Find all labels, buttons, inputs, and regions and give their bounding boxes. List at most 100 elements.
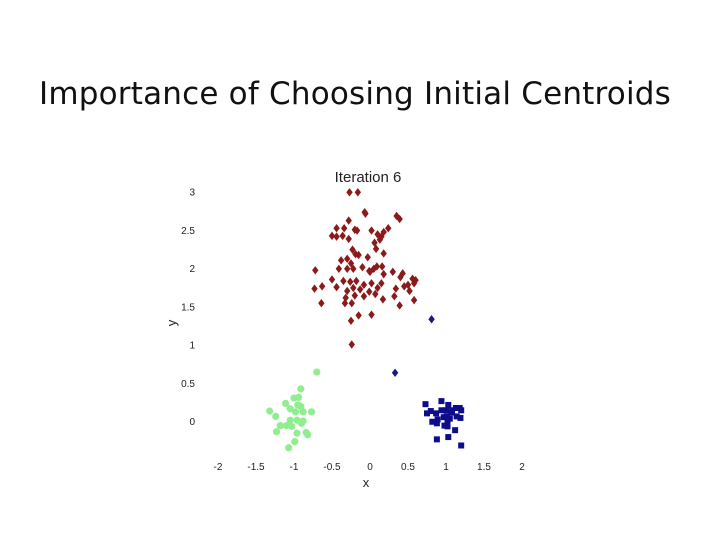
data-point-series-1 — [368, 279, 375, 288]
data-point-series-3 — [424, 410, 430, 417]
data-point-series-1 — [340, 276, 347, 286]
data-point-series-1 — [339, 231, 346, 241]
data-point-series-1 — [378, 262, 386, 271]
data-point-series-1 — [366, 287, 373, 296]
data-point-series-1 — [380, 227, 387, 237]
data-point-series-1 — [335, 264, 343, 273]
data-point-series-1 — [340, 224, 348, 233]
data-point-series-1 — [318, 298, 325, 308]
data-point-series-3 — [452, 427, 459, 434]
x-tick-label: -1 — [290, 462, 299, 473]
data-point-series-4 — [304, 431, 312, 439]
data-point-series-1 — [410, 295, 418, 305]
data-point-series-3 — [441, 422, 448, 429]
y-axis-label: y — [164, 319, 179, 326]
data-point-series-3 — [458, 442, 465, 449]
x-tick-label: 1 — [443, 462, 449, 473]
data-point-series-3 — [443, 407, 449, 414]
data-point-series-1 — [337, 256, 345, 265]
data-point-series-1 — [360, 292, 368, 301]
data-point-series-2 — [391, 368, 399, 378]
data-point-series-4 — [298, 419, 306, 427]
data-point-series-1 — [349, 245, 356, 254]
data-point-series-4 — [276, 421, 284, 430]
data-point-series-1 — [341, 298, 349, 308]
data-point-series-1 — [359, 263, 366, 272]
data-point-series-1 — [373, 262, 381, 271]
data-point-series-3 — [444, 423, 451, 430]
data-point-series-1 — [361, 207, 368, 217]
data-point-series-1 — [378, 279, 385, 288]
data-point-series-3 — [444, 418, 451, 425]
data-point-series-1 — [312, 266, 319, 275]
data-point-series-1 — [372, 244, 380, 254]
data-point-series-1 — [354, 188, 362, 197]
data-point-series-1 — [355, 250, 362, 260]
data-point-series-4 — [313, 368, 321, 376]
y-tick-labels: 0 0.5 1 1.5 2 2.5 3 — [181, 188, 195, 429]
data-points — [266, 188, 465, 452]
data-point-series-1 — [391, 292, 398, 301]
y-tick-label: 0.5 — [181, 379, 195, 390]
data-point-series-1 — [368, 310, 375, 319]
data-point-series-1 — [328, 231, 336, 241]
data-point-series-1 — [392, 284, 400, 293]
data-point-series-3 — [445, 434, 452, 441]
y-tick-label: 1.5 — [181, 302, 195, 313]
data-point-series-4 — [272, 412, 280, 421]
data-point-series-1 — [348, 298, 355, 308]
x-tick-label: 0 — [367, 462, 373, 473]
data-point-series-1 — [333, 224, 340, 233]
data-point-series-1 — [350, 283, 357, 293]
data-point-series-3 — [438, 407, 445, 414]
data-point-series-4 — [282, 399, 290, 408]
x-tick-label: -2 — [214, 462, 223, 473]
data-point-series-4 — [286, 405, 294, 413]
data-point-series-1 — [346, 188, 353, 197]
y-tick-label: 2 — [189, 264, 195, 275]
data-point-series-4 — [290, 394, 298, 402]
data-point-series-1 — [345, 216, 352, 225]
data-point-series-1 — [328, 275, 336, 284]
data-point-series-3 — [457, 414, 464, 421]
data-point-series-1 — [379, 295, 387, 304]
data-point-series-4 — [266, 407, 274, 415]
data-point-series-1 — [344, 264, 351, 273]
x-tick-labels: -2 -1.5 -1 -0.5 0 0.5 1 1.5 2 — [214, 462, 526, 473]
data-point-series-4 — [293, 429, 301, 437]
data-point-series-1 — [342, 293, 349, 303]
data-point-series-1 — [344, 286, 351, 296]
data-point-series-3 — [446, 415, 453, 422]
y-tick-label: 2.5 — [181, 226, 195, 237]
data-point-series-3 — [433, 410, 440, 417]
data-point-series-3 — [440, 414, 447, 421]
data-point-series-1 — [401, 282, 408, 291]
data-point-series-3 — [453, 413, 460, 420]
data-point-series-1 — [406, 286, 413, 296]
data-point-series-3 — [422, 401, 429, 408]
data-point-series-4 — [291, 408, 300, 416]
data-point-series-3 — [427, 408, 434, 415]
slide-title: Importance of Choosing Initial Centroids — [38, 76, 672, 112]
data-point-series-1 — [350, 264, 357, 273]
data-point-series-3 — [445, 401, 452, 408]
data-point-series-3 — [443, 413, 450, 420]
data-point-series-1 — [380, 249, 387, 258]
data-point-series-3 — [434, 416, 441, 423]
data-point-series-1 — [372, 289, 379, 299]
data-point-series-1 — [353, 276, 360, 286]
data-point-series-3 — [458, 407, 465, 414]
data-point-series-3 — [438, 398, 445, 405]
data-point-series-1 — [333, 282, 340, 292]
x-tick-label: 1.5 — [477, 462, 491, 473]
data-point-series-1 — [397, 272, 404, 282]
data-point-series-4 — [285, 444, 293, 452]
data-point-series-1 — [396, 214, 403, 224]
data-point-series-1 — [351, 291, 358, 300]
data-point-series-1 — [333, 232, 340, 241]
data-point-series-3 — [448, 409, 455, 416]
data-point-series-3 — [433, 420, 440, 427]
x-tick-label: 0.5 — [401, 462, 415, 473]
data-point-series-4 — [291, 438, 299, 446]
